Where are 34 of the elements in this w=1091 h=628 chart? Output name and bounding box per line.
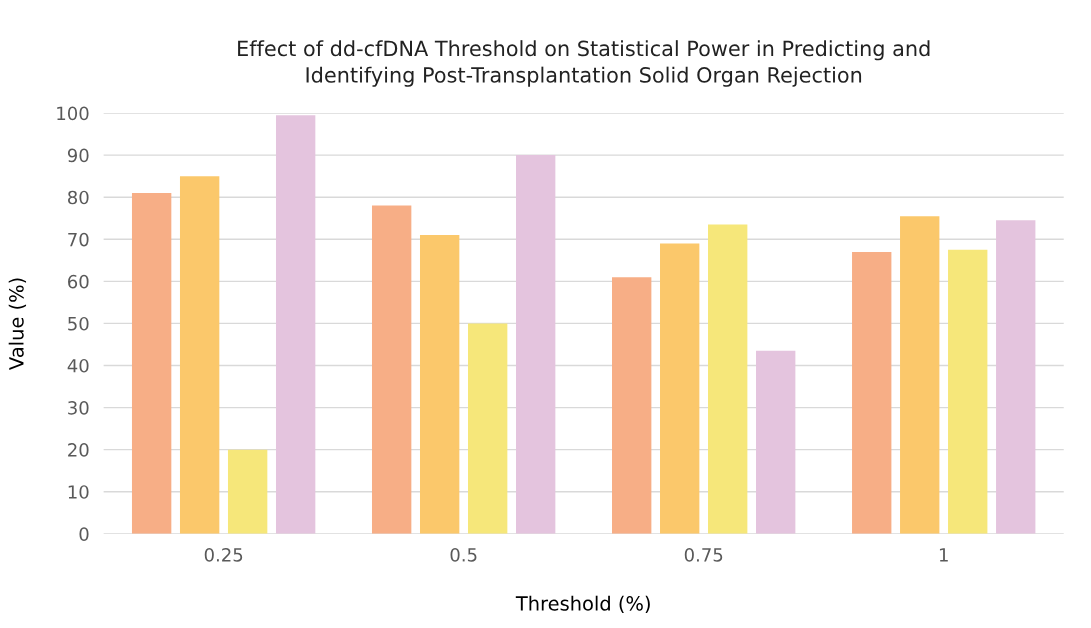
y-tick-label: 100: [57, 106, 89, 121]
x-tick-label: 0.5: [450, 548, 477, 562]
bar: [900, 216, 940, 534]
bar: [371, 205, 412, 534]
y-tick-label: 10: [68, 485, 89, 499]
y-tick-label: 20: [68, 443, 89, 457]
bar: [419, 235, 460, 534]
bar: [996, 220, 1036, 534]
y-axis-title: Value (%): [8, 278, 27, 370]
y-tick-label: 30: [68, 401, 89, 415]
bar: [516, 155, 556, 534]
y-tick-label: 50: [68, 316, 89, 331]
y-tick-label: 60: [68, 274, 89, 289]
y-tick-label: 40: [67, 358, 89, 373]
bar: [756, 350, 796, 534]
bar: [612, 277, 652, 534]
chart-title: Effect of dd-cfDNA Threshold on Statistical Power in Predicting and Identifying Post-Transplantation Solid Organ Rejection: [238, 40, 930, 87]
y-tick-label: 90: [67, 148, 89, 163]
y-tick-label: 70: [68, 232, 89, 247]
bar: [708, 224, 748, 534]
bar: [468, 323, 508, 534]
y-tick-label: 0: [79, 527, 89, 541]
bar: [179, 176, 220, 534]
bar: [227, 449, 268, 534]
y-tick-label: 80: [68, 190, 89, 205]
x-tick-label: 1: [939, 548, 948, 562]
x-axis-title: Threshold (%): [515, 595, 650, 614]
bar: [275, 115, 316, 534]
x-tick-label: 0.25: [204, 548, 243, 562]
bar: [660, 243, 700, 534]
bar: [131, 192, 172, 534]
x-tick-label: 0.75: [684, 548, 723, 562]
bar: [948, 249, 988, 534]
bar: [852, 251, 892, 534]
